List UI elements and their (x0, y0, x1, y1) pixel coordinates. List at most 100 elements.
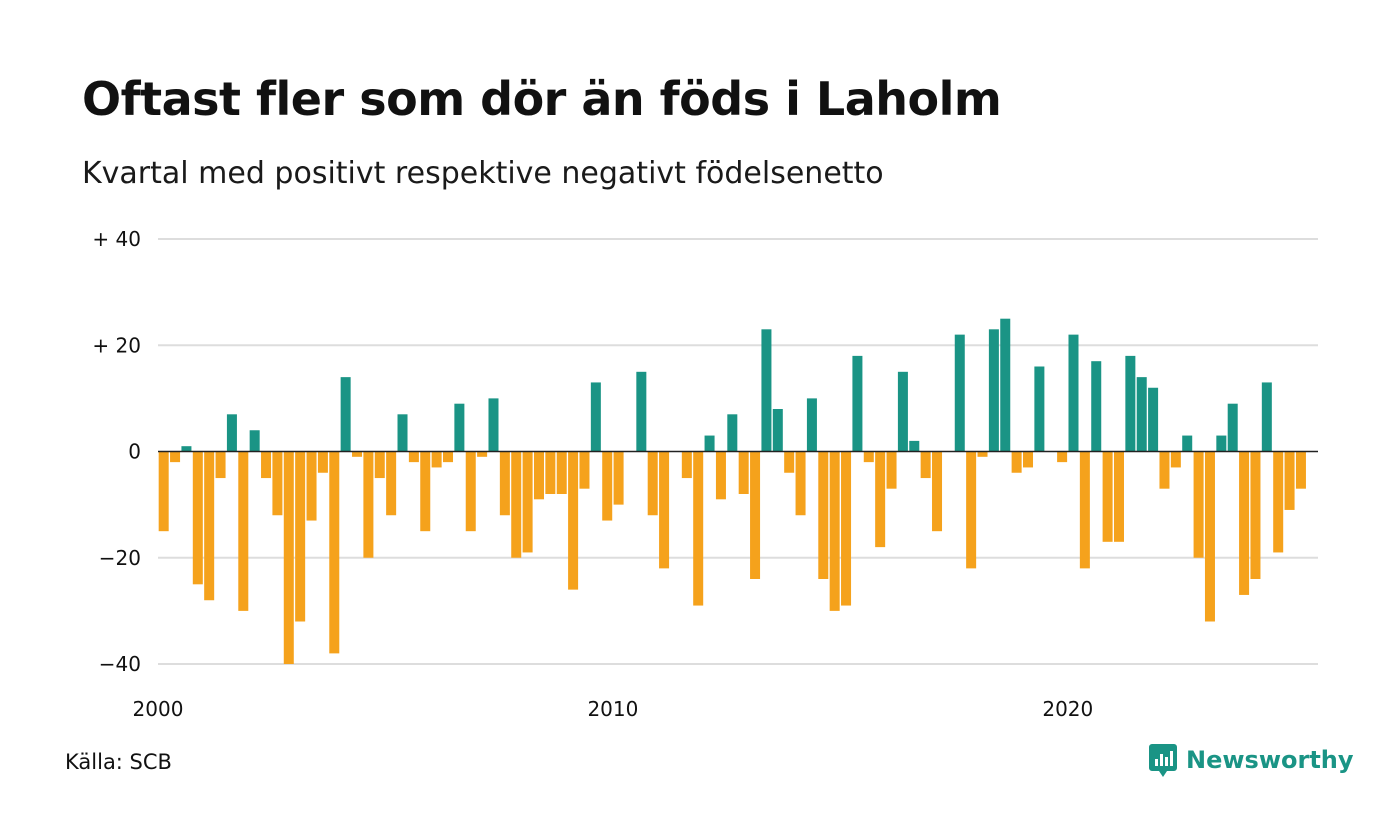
y-tick-label: + 40 (92, 227, 141, 251)
bar-positive (590, 382, 601, 452)
bar-positive (1182, 435, 1193, 452)
bar-negative (750, 451, 761, 579)
bar-negative (1273, 451, 1284, 553)
bar-negative (1011, 451, 1022, 473)
bar-negative (1102, 451, 1113, 542)
bar-positive (1125, 355, 1136, 452)
bar-positive (636, 371, 647, 452)
bar-negative (579, 451, 590, 489)
y-tick-label: 0 (128, 440, 141, 464)
bar-negative (829, 451, 840, 611)
chart-subtitle: Kvartal med positivt respektive negativt… (82, 156, 884, 191)
bar-negative (647, 451, 658, 516)
bar-positive (249, 430, 260, 452)
y-tick-label: + 20 (92, 333, 141, 357)
bar-negative (158, 451, 169, 532)
bar-negative (920, 451, 931, 479)
bar-negative (511, 451, 522, 558)
bar-negative (306, 451, 317, 521)
bar-negative (568, 451, 579, 590)
bar-negative (386, 451, 397, 516)
bar-negative (295, 451, 306, 622)
bar-negative (204, 451, 215, 601)
bar-negative (977, 451, 988, 457)
bar-negative (818, 451, 829, 579)
bar-negative (374, 451, 385, 479)
bar-positive (897, 371, 908, 452)
bar-negative (784, 451, 795, 473)
bar-negative (1284, 451, 1295, 510)
x-axis-labels: 2000 2010 2020 (133, 697, 1094, 721)
bar-positive (1227, 403, 1238, 452)
bar-negative (556, 451, 567, 494)
grid-lines (158, 238, 1318, 665)
bar-positive (704, 435, 715, 452)
bar-negative (545, 451, 556, 494)
bar-positive (1261, 382, 1272, 452)
bar-negative (1079, 451, 1090, 569)
bar-negative (1295, 451, 1306, 489)
x-tick-label: 2000 (133, 697, 184, 721)
bar-negative (329, 451, 340, 654)
bar-positive (488, 398, 499, 452)
bar-negative (533, 451, 544, 500)
bar-negative (1057, 451, 1068, 463)
bar-negative (841, 451, 852, 606)
bar-positive (226, 414, 237, 452)
bar-negative (1193, 451, 1204, 558)
bar-negative (932, 451, 943, 532)
bar-negative (499, 451, 510, 516)
bar-positive (1136, 377, 1147, 452)
bar-negative (192, 451, 203, 585)
bar-negative (1250, 451, 1261, 579)
y-tick-label: −40 (99, 652, 141, 676)
bar-negative (1159, 451, 1170, 489)
bar-negative (863, 451, 874, 463)
bars (158, 318, 1306, 664)
bar-negative (966, 451, 977, 569)
x-tick-label: 2010 (587, 697, 638, 721)
bar-positive (772, 409, 783, 452)
bar-negative (1204, 451, 1215, 622)
bar-positive (1000, 318, 1011, 452)
bar-positive (806, 398, 817, 452)
bar-negative (886, 451, 897, 489)
bar-positive (454, 403, 465, 452)
y-tick-label: −20 (99, 546, 141, 570)
bar-negative (795, 451, 806, 516)
bar-negative (317, 451, 328, 473)
bar-negative (352, 451, 363, 457)
bar-negative (681, 451, 692, 479)
bar-negative (272, 451, 283, 516)
bar-positive (1091, 361, 1102, 452)
bar-positive (988, 329, 999, 452)
bar-negative (602, 451, 613, 521)
bar-negative (238, 451, 249, 611)
bar-negative (1239, 451, 1250, 595)
bar-positive (1148, 387, 1159, 452)
logo-text: Newsworthy (1186, 746, 1354, 774)
bar-negative (693, 451, 704, 606)
newsworthy-chart-bubble-icon (1149, 744, 1177, 777)
bar-positive (852, 355, 863, 452)
bar-negative (465, 451, 476, 532)
bar-negative (1113, 451, 1124, 542)
bar-positive (1216, 435, 1227, 452)
newsworthy-logo: Newsworthy (1148, 742, 1354, 778)
chart-title: Oftast fler som dör än föds i Laholm (82, 72, 1002, 126)
bar-positive (761, 329, 772, 452)
bar-negative (1170, 451, 1181, 468)
x-tick-label: 2020 (1042, 697, 1093, 721)
bar-positive (1034, 366, 1045, 452)
bar-negative (420, 451, 431, 532)
bar-positive (181, 446, 192, 452)
bar-negative (738, 451, 749, 494)
bar-negative (261, 451, 272, 479)
bar-negative (408, 451, 419, 463)
bar-negative (363, 451, 374, 558)
bar-positive (397, 414, 408, 452)
bar-negative (875, 451, 886, 548)
bar-positive (1068, 334, 1079, 452)
bar-negative (659, 451, 670, 569)
